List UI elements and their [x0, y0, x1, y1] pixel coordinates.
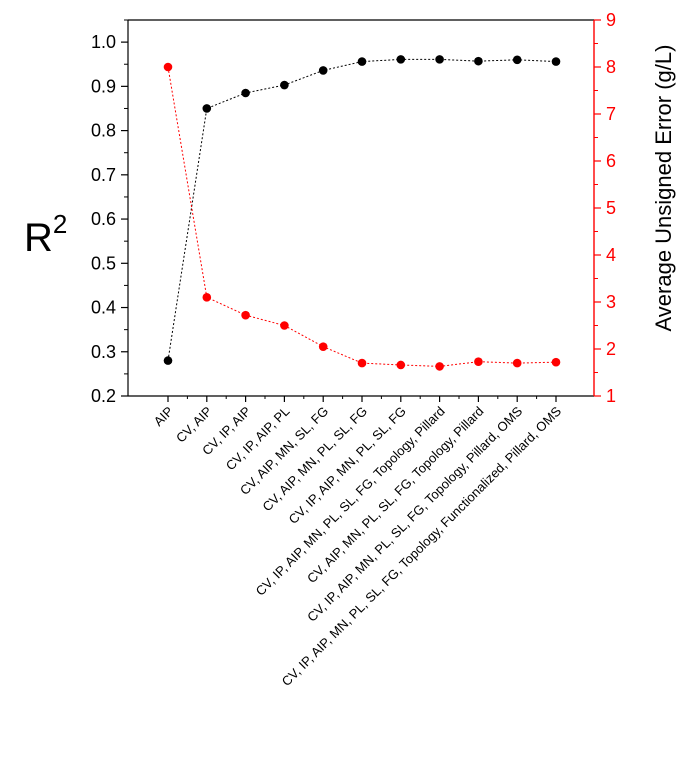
right-tick-label: 5 [606, 198, 616, 218]
left-tick-label: 0.7 [91, 165, 116, 185]
y-axis-title-right: Average Unsigned Error (g/L) [651, 45, 676, 332]
r2-point [163, 356, 173, 365]
right-axis: 1 2 3 4 5 6 7 8 9 [594, 10, 616, 406]
series-layer [163, 55, 561, 371]
left-tick-label: 0.3 [91, 342, 116, 362]
right-tick-label: 7 [606, 104, 616, 124]
left-tick-label: 0.6 [91, 209, 116, 229]
left-tick-label: 0.9 [91, 76, 116, 96]
r2-point [241, 88, 250, 98]
right-tick-label: 1 [606, 386, 616, 406]
x-tick-label: AIP [151, 404, 176, 429]
r2-point [435, 55, 444, 64]
error-point [551, 357, 561, 367]
error-point [357, 358, 367, 368]
error-point [241, 310, 250, 320]
right-tick-label: 9 [606, 10, 616, 30]
error-point [318, 342, 328, 351]
r2-point [512, 55, 522, 65]
error-series-line [167, 66, 557, 367]
plot-frame [127, 19, 595, 397]
r2-point [357, 57, 367, 66]
right-tick-label: 3 [606, 292, 616, 312]
r2-series-line [167, 58, 557, 361]
right-tick-label: 8 [606, 57, 616, 77]
right-tick-label: 4 [606, 245, 616, 265]
right-tick-label: 2 [606, 339, 616, 359]
left-tick-label: 0.4 [91, 298, 116, 318]
left-tick-label: 0.2 [91, 386, 116, 406]
error-point [474, 357, 483, 366]
r2-point [280, 80, 289, 90]
left-tick-label: 0.5 [91, 253, 116, 273]
error-point [280, 321, 289, 330]
r2-point [202, 104, 212, 113]
error-point [163, 62, 173, 72]
r2-point [318, 66, 328, 75]
r2-point [474, 56, 483, 66]
error-point [435, 362, 444, 371]
right-tick-label: 6 [606, 151, 616, 171]
error-point [396, 360, 406, 370]
left-tick-label: 1.0 [91, 32, 116, 52]
r2-point [551, 57, 561, 66]
y-axis-title-left: R2 [24, 209, 67, 260]
r2-point [396, 55, 406, 64]
left-tick-label: 0.8 [91, 121, 116, 141]
error-point [202, 293, 212, 302]
left-axis: 0.2 0.3 0.4 0.5 0.6 0.7 0.8 0.9 1.0 [91, 19, 128, 406]
error-point [512, 358, 522, 368]
